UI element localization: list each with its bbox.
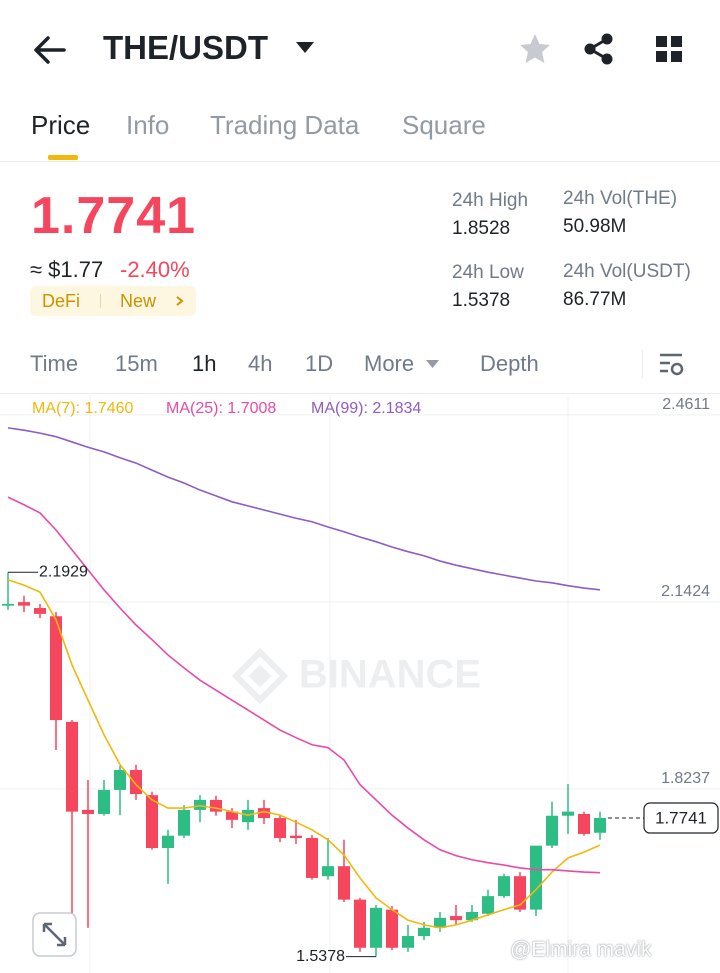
candle-body (162, 835, 174, 849)
ma-line (7, 427, 601, 591)
chart-settings[interactable] (658, 352, 686, 378)
watermark: BINANCE (299, 653, 481, 697)
candle-body (226, 811, 238, 820)
tab[interactable]: Trading Data (210, 110, 360, 140)
candle-body (418, 927, 430, 937)
stat-value: 1.5378 (452, 290, 511, 311)
candle-body (50, 616, 62, 721)
candle-body (370, 907, 382, 948)
candle-body (146, 795, 158, 849)
ma-line (7, 579, 601, 929)
candle-body (82, 809, 94, 814)
candle-body (562, 811, 574, 816)
pair-title[interactable]: THE/USDT (103, 29, 268, 66)
share-button[interactable] (582, 32, 616, 66)
fiat-price: ≈ $1.77 (30, 257, 104, 282)
candle-body (530, 845, 542, 910)
candle-body (114, 769, 126, 790)
stat-label: 24h Vol(THE) (563, 188, 678, 209)
candle-body (194, 799, 206, 810)
candle-body (386, 909, 398, 948)
candle-body (290, 835, 302, 839)
tab[interactable]: Square (402, 110, 486, 140)
candle-body (498, 876, 510, 897)
menu-grid[interactable] (655, 35, 685, 65)
interval-tab[interactable]: Depth (480, 351, 539, 376)
candle-body (178, 809, 190, 836)
candle-body (306, 838, 318, 878)
interval-tab[interactable]: 15m (115, 351, 158, 376)
tab-indicator (48, 155, 78, 160)
candle-body (482, 896, 494, 914)
stat-value: 86.77M (563, 289, 627, 310)
interval-tab[interactable]: Time (30, 351, 79, 376)
current-price-box (643, 802, 719, 834)
watermark-logo (231, 647, 289, 705)
candle-body (130, 769, 142, 795)
stat-label: 24h High (452, 190, 529, 211)
ma-line (7, 496, 601, 874)
tag-pill[interactable] (30, 286, 196, 316)
interval-tab[interactable]: 1D (305, 351, 334, 376)
candle-body (466, 911, 478, 921)
candle-body (594, 818, 606, 833)
candle-body (322, 866, 334, 877)
tab[interactable]: Price (31, 110, 91, 140)
candle-body (338, 866, 350, 900)
current-price-label: 1.7741 (655, 809, 707, 828)
candle-body (274, 818, 286, 839)
tab[interactable]: Info (126, 110, 170, 140)
candle-body (66, 721, 78, 812)
divider (0, 161, 720, 162)
interval-tab[interactable]: 4h (248, 351, 273, 376)
interval-tab[interactable]: 1h (192, 351, 217, 376)
back-button[interactable] (30, 30, 70, 70)
price-change: -2.40% (120, 257, 190, 282)
tag-chevron (176, 296, 184, 306)
more-caret[interactable] (425, 358, 441, 370)
stat-label: 24h Low (452, 262, 524, 283)
tag-separator (100, 294, 101, 308)
pair-dropdown[interactable] (294, 40, 318, 56)
candle-body (546, 815, 558, 846)
interval-tab[interactable]: More (364, 351, 415, 376)
candle-body (34, 608, 46, 614)
stat-value: 1.8528 (452, 218, 511, 239)
candle-body (450, 916, 462, 921)
tag[interactable]: DeFi (42, 291, 81, 311)
tag[interactable]: New (120, 291, 157, 311)
credit-watermark: @Elmira mavik (510, 938, 652, 961)
y-tick-label: 1.8237 (661, 770, 710, 787)
last-price: 1.7741 (31, 187, 197, 245)
divider (0, 393, 720, 394)
candle-body (210, 799, 222, 812)
candle-body (402, 936, 414, 948)
legend-entry: MA(25): 1.7008 (166, 400, 276, 417)
stat-label: 24h Vol(USDT) (563, 261, 691, 282)
divider (642, 350, 643, 378)
candle-body (98, 789, 110, 814)
candle-body (578, 813, 590, 834)
candle-body (434, 917, 446, 928)
min-marker-label: 1.5378 (296, 948, 345, 965)
y-tick-label: 2.4611 (662, 396, 710, 413)
max-marker-label: 2.1929 (39, 563, 88, 580)
favorite-star[interactable] (518, 32, 552, 66)
y-tick-label: 2.1424 (661, 583, 710, 600)
candle-body (18, 602, 30, 606)
stat-value: 50.98M (563, 216, 627, 237)
candle-body (2, 603, 14, 606)
candle-body (242, 809, 254, 823)
legend-entry: MA(7): 1.7460 (32, 400, 133, 417)
candle-body (354, 899, 366, 948)
candle-body (258, 808, 270, 819)
legend-entry: MA(99): 2.1834 (311, 400, 421, 417)
expand-button[interactable] (32, 912, 78, 958)
